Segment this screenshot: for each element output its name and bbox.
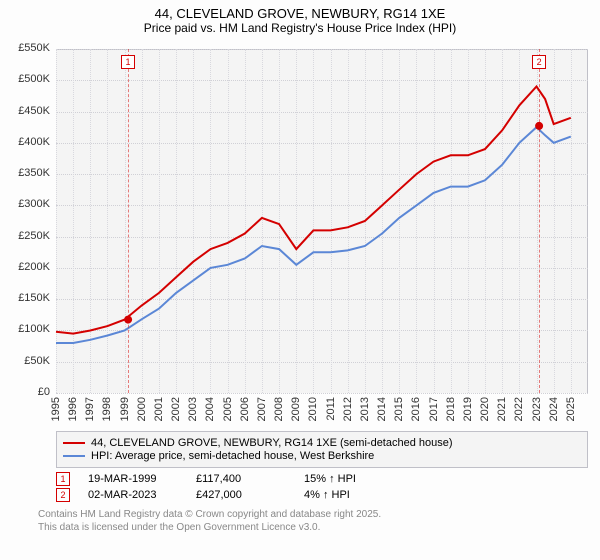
x-axis-label: 2015 bbox=[393, 397, 405, 421]
series-line bbox=[56, 127, 571, 343]
sale-date: 19-MAR-1999 bbox=[88, 473, 178, 485]
chart-subtitle: Price paid vs. HM Land Registry's House … bbox=[8, 21, 592, 35]
footer-line-1: Contains HM Land Registry data © Crown c… bbox=[38, 508, 588, 521]
x-axis-label: 2019 bbox=[462, 397, 474, 421]
x-axis-label: 2021 bbox=[496, 397, 508, 421]
legend-row-series2: HPI: Average price, semi-detached house,… bbox=[63, 450, 581, 462]
x-axis-label: 2006 bbox=[239, 397, 251, 421]
sale-marker-ref: 2 bbox=[56, 488, 70, 502]
footer: Contains HM Land Registry data © Crown c… bbox=[38, 508, 588, 534]
sale-marker: 1 bbox=[121, 55, 135, 69]
x-axis-label: 2002 bbox=[170, 397, 182, 421]
x-axis-label: 1997 bbox=[84, 397, 96, 421]
x-axis-label: 2014 bbox=[376, 397, 388, 421]
x-axis-label: 2000 bbox=[136, 397, 148, 421]
x-axis-label: 2009 bbox=[290, 397, 302, 421]
legend-row-series1: 44, CLEVELAND GROVE, NEWBURY, RG14 1XE (… bbox=[63, 437, 581, 449]
x-axis-label: 2023 bbox=[531, 397, 543, 421]
x-axis-label: 2010 bbox=[307, 397, 319, 421]
sale-row: 2 02-MAR-2023 £427,000 4% ↑ HPI bbox=[56, 488, 588, 502]
legend: 44, CLEVELAND GROVE, NEWBURY, RG14 1XE (… bbox=[56, 431, 588, 468]
x-axis-label: 2001 bbox=[153, 397, 165, 421]
x-axis-label: 1996 bbox=[67, 397, 79, 421]
legend-label-2: HPI: Average price, semi-detached house,… bbox=[91, 450, 374, 462]
sale-row: 1 19-MAR-1999 £117,400 15% ↑ HPI bbox=[56, 472, 588, 486]
x-axis-label: 1998 bbox=[101, 397, 113, 421]
sale-delta: 4% ↑ HPI bbox=[304, 489, 394, 501]
sale-marker: 2 bbox=[532, 55, 546, 69]
sale-price: £117,400 bbox=[196, 473, 286, 485]
legend-swatch-1 bbox=[63, 442, 85, 444]
footer-line-2: This data is licensed under the Open Gov… bbox=[38, 521, 588, 534]
x-axis-label: 2018 bbox=[445, 397, 457, 421]
x-axis-label: 2013 bbox=[359, 397, 371, 421]
sales-list: 1 19-MAR-1999 £117,400 15% ↑ HPI 2 02-MAR-202… bbox=[8, 472, 592, 502]
x-axis-label: 2007 bbox=[256, 397, 268, 421]
legend-label-1: 44, CLEVELAND GROVE, NEWBURY, RG14 1XE (… bbox=[91, 437, 453, 449]
sale-delta: 15% ↑ HPI bbox=[304, 473, 394, 485]
x-axis-label: 2004 bbox=[204, 397, 216, 421]
sale-price: £427,000 bbox=[196, 489, 286, 501]
chart-title: 44, CLEVELAND GROVE, NEWBURY, RG14 1XE bbox=[8, 6, 592, 21]
legend-swatch-2 bbox=[63, 455, 85, 457]
x-axis-label: 2011 bbox=[325, 397, 337, 421]
x-axis-label: 2003 bbox=[187, 397, 199, 421]
sale-marker-ref: 1 bbox=[56, 472, 70, 486]
x-axis-label: 2016 bbox=[410, 397, 422, 421]
x-axis-label: 2012 bbox=[342, 397, 354, 421]
x-axis-label: 1995 bbox=[50, 397, 62, 421]
x-axis-label: 2025 bbox=[565, 397, 577, 421]
x-axis-label: 2005 bbox=[222, 397, 234, 421]
sale-date: 02-MAR-2023 bbox=[88, 489, 178, 501]
x-axis-label: 2022 bbox=[513, 397, 525, 421]
series-line bbox=[56, 87, 571, 334]
x-axis-label: 1999 bbox=[119, 397, 131, 421]
x-axis-label: 2020 bbox=[479, 397, 491, 421]
chart-area: £0£50K£100K£150K£200K£250K£300K£350K£400… bbox=[8, 39, 592, 429]
x-axis-label: 2024 bbox=[548, 397, 560, 421]
x-axis-label: 2008 bbox=[273, 397, 285, 421]
x-axis-label: 2017 bbox=[428, 397, 440, 421]
